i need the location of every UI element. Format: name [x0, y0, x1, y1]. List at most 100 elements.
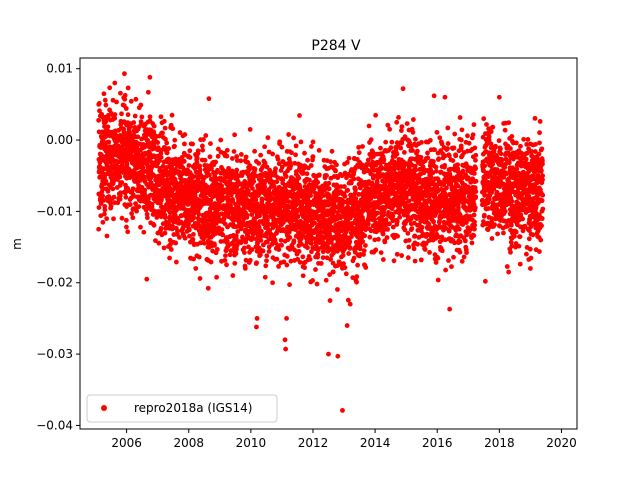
data-point [520, 216, 526, 222]
data-point [445, 141, 451, 146]
data-point [469, 240, 475, 246]
data-point [133, 148, 139, 154]
data-point [276, 263, 281, 269]
data-point [162, 215, 168, 221]
y-axis-label: m [10, 238, 24, 250]
data-point [277, 208, 283, 213]
data-point [264, 258, 269, 264]
data-point [518, 143, 523, 149]
data-point [287, 282, 292, 288]
data-point [345, 187, 351, 193]
data-point [473, 152, 479, 158]
data-point [100, 193, 106, 199]
data-point [289, 150, 294, 156]
data-point [453, 153, 459, 159]
data-point [209, 166, 214, 171]
data-point [214, 247, 220, 252]
data-point [123, 217, 129, 223]
data-point [253, 197, 259, 203]
data-point [445, 146, 450, 151]
data-point [235, 229, 241, 234]
data-point [508, 249, 513, 255]
data-point [397, 214, 403, 220]
data-point [190, 237, 196, 242]
data-point [262, 144, 268, 150]
data-point [241, 245, 247, 251]
data-point [223, 253, 228, 258]
data-point [501, 230, 506, 236]
data-point [452, 131, 458, 137]
data-point [283, 188, 289, 194]
data-point [191, 215, 197, 221]
data-point [196, 254, 202, 260]
data-point [383, 139, 389, 145]
data-point [208, 259, 214, 265]
data-point [302, 150, 307, 156]
data-point [457, 239, 463, 245]
data-point [101, 198, 107, 203]
data-point [296, 175, 302, 181]
data-point [118, 90, 123, 96]
data-point [119, 111, 124, 117]
data-point [155, 140, 161, 145]
data-point [259, 228, 264, 234]
data-point [425, 150, 430, 156]
data-point [418, 154, 424, 160]
data-point [219, 211, 225, 217]
data-point [498, 151, 504, 157]
data-point [455, 205, 461, 211]
data-point [105, 124, 111, 130]
data-point [131, 120, 137, 125]
data-point [297, 185, 303, 190]
data-point [226, 165, 231, 171]
data-point [316, 172, 322, 178]
data-point [158, 225, 164, 231]
data-point [107, 85, 113, 91]
data-point [488, 129, 494, 135]
data-point [135, 134, 141, 140]
data-point [167, 242, 173, 248]
data-point [158, 214, 164, 220]
data-point [281, 220, 286, 225]
data-point [355, 262, 360, 268]
data-point [458, 145, 464, 151]
data-point [251, 178, 257, 184]
data-point [433, 168, 439, 174]
data-point [194, 155, 200, 161]
data-point [197, 163, 203, 169]
data-point [173, 156, 179, 162]
data-point [471, 122, 477, 128]
data-point [433, 260, 439, 265]
data-point [181, 158, 187, 164]
data-point [214, 274, 219, 280]
data-point [164, 140, 170, 146]
data-point [458, 137, 464, 143]
data-point [256, 161, 262, 166]
data-point [406, 244, 412, 250]
data-point [112, 115, 118, 121]
data-point [268, 191, 274, 197]
data-point [308, 163, 314, 168]
data-point [335, 287, 340, 292]
data-point [385, 226, 391, 232]
data-point [340, 253, 346, 258]
data-point [425, 155, 431, 161]
data-point [398, 145, 404, 151]
data-point [307, 256, 313, 262]
data-point [143, 174, 149, 180]
data-point [334, 162, 339, 168]
data-point [456, 226, 462, 232]
data-point [164, 150, 170, 156]
data-point [471, 233, 477, 238]
data-point [405, 255, 411, 261]
data-point [123, 194, 129, 200]
data-point [381, 212, 387, 218]
data-point [233, 251, 239, 256]
data-point [305, 157, 310, 163]
data-point [385, 122, 391, 128]
data-point [124, 224, 129, 230]
data-point [470, 132, 476, 138]
data-point [238, 152, 244, 157]
data-point [151, 123, 157, 129]
data-point [136, 204, 142, 210]
